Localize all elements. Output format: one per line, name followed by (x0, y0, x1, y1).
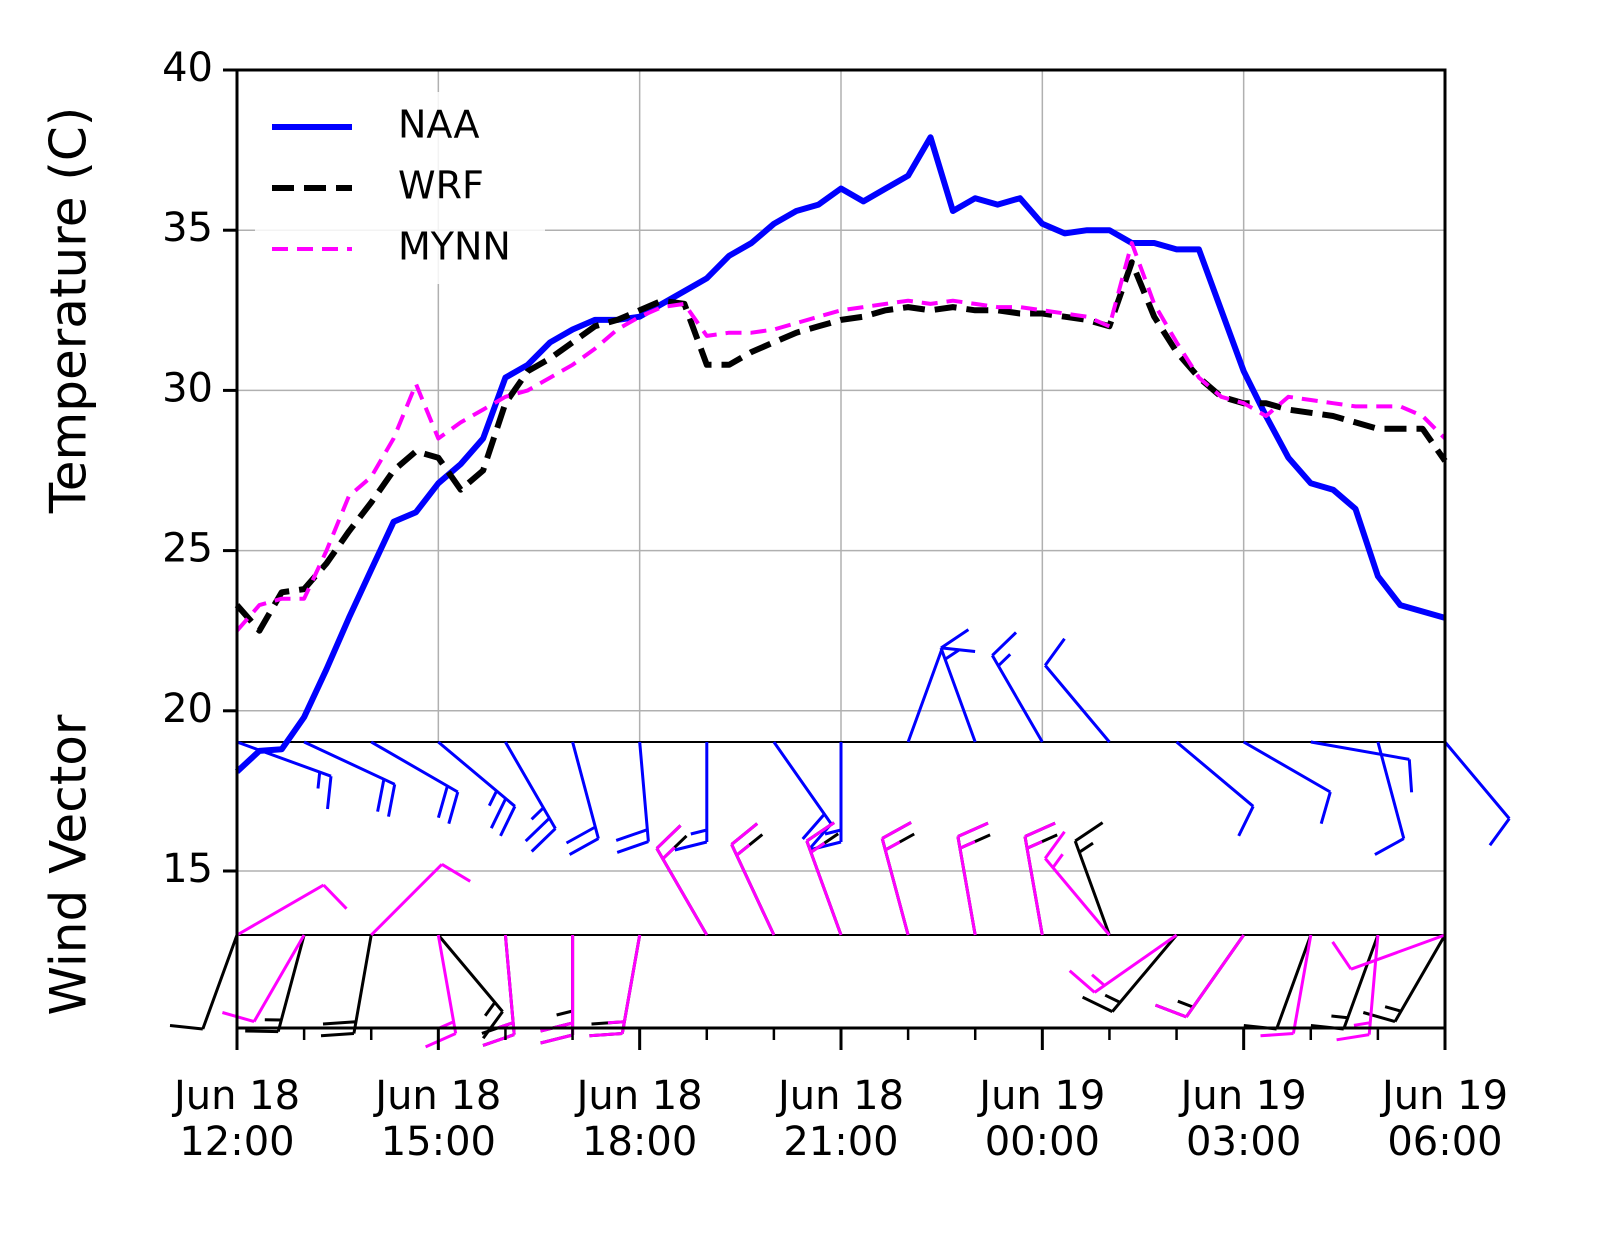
wind-barb (1023, 821, 1058, 936)
wind-barb (437, 740, 517, 837)
y-tick-label: 40 (162, 45, 213, 91)
x-tick-label: Jun 18 12:00 (171, 1073, 300, 1165)
wind-barb (1362, 934, 1447, 1024)
x-tick-label: Jun 18 21:00 (775, 1073, 904, 1165)
wind-barb (1243, 934, 1313, 1031)
wind-barb (1260, 934, 1313, 1038)
wind-barb (991, 631, 1044, 743)
wind-barb (1068, 933, 1178, 994)
legend-label: MYNN (398, 225, 511, 269)
wind-barb (504, 741, 557, 853)
wind-barb (370, 863, 471, 937)
x-tick-label: Jun 18 18:00 (574, 1073, 703, 1165)
wind-barb (236, 740, 333, 810)
wind-barb (1023, 821, 1056, 936)
plot-area (169, 134, 1511, 1049)
wind-barb (1043, 637, 1111, 743)
wind-axis-label: Wind Vector (40, 714, 98, 1015)
axes: 15 20 25 30 35 40 Jun 18 12:00 Jun 18 15:00 Jun 18… (162, 45, 1508, 1165)
wind-barb (245, 934, 306, 1034)
wind-barb (437, 934, 504, 1040)
wind-barb (1081, 934, 1178, 1013)
wind-barb (1073, 821, 1111, 936)
y-tick-label: 20 (162, 686, 213, 732)
wind-barb (1154, 934, 1245, 1019)
wind-barb (674, 742, 709, 852)
wind-barb (730, 822, 776, 936)
wind-barb (370, 740, 460, 825)
legend-label: WRF (398, 164, 484, 208)
series-line (234, 134, 1446, 774)
wind-barb (1043, 830, 1111, 936)
wind-barb (880, 821, 912, 936)
y-axis-label: Temperature (C) (40, 107, 98, 515)
wind-barb (956, 821, 989, 936)
x-tick-label: Jun 18 15:00 (372, 1073, 501, 1165)
wind-barb (1310, 740, 1414, 793)
wind-barb (1242, 740, 1332, 825)
wind-barb (303, 740, 397, 817)
wind-barb (1374, 741, 1406, 856)
series-line (235, 241, 1447, 633)
legend-label: NAA (398, 103, 479, 147)
wind-barb (805, 821, 843, 936)
wind-barb (1336, 934, 1380, 1042)
legend: NAA WRF MYNN (255, 92, 545, 284)
wind-barb (565, 741, 600, 856)
wind-barb (956, 821, 991, 936)
wind-barb (880, 821, 915, 936)
x-tick-label: Jun 19 06:00 (1379, 1073, 1508, 1165)
wind-barb (169, 934, 239, 1031)
wind-barb (939, 628, 977, 743)
wind-barb (1331, 933, 1446, 971)
x-tick-label: Jun 19 00:00 (976, 1073, 1105, 1165)
wind-barb (320, 934, 373, 1038)
wind-barb (1443, 741, 1511, 847)
wind-barb (1175, 740, 1255, 837)
y-tick-label: 25 (162, 526, 213, 572)
wind-barb (589, 934, 642, 1038)
y-tick-label: 15 (162, 846, 213, 892)
wind-barb (906, 646, 976, 743)
x-tick-label: Jun 19 03:00 (1178, 1073, 1307, 1165)
y-tick-label: 30 (162, 365, 213, 411)
y-tick-label: 35 (162, 205, 213, 251)
wind-barb (1154, 934, 1245, 1019)
wind-barb (772, 741, 833, 850)
wind-barb (655, 824, 709, 936)
wind-barb (236, 883, 348, 937)
wind-barb (615, 741, 650, 854)
